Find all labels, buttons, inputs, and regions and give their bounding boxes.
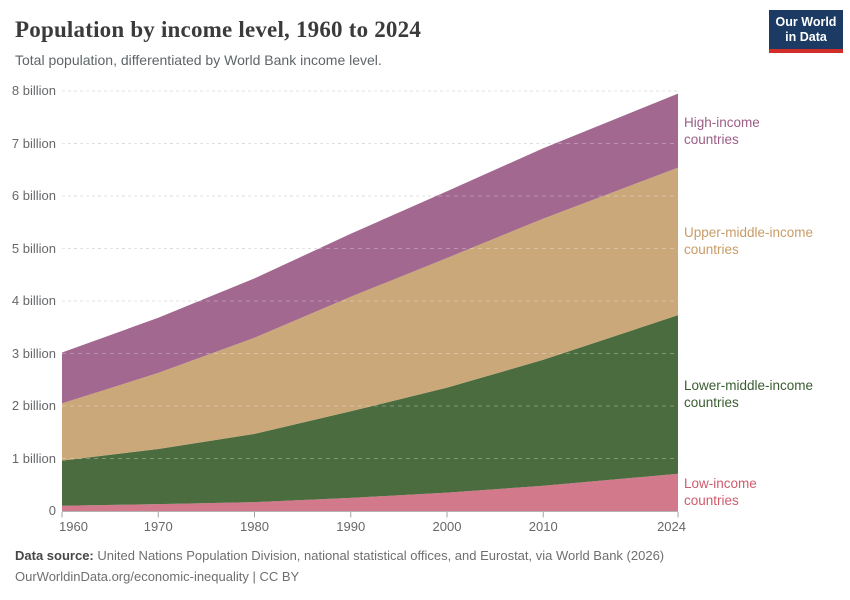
x-tick-label-2024: 2024 xyxy=(657,519,686,534)
area-high-income-countries[interactable] xyxy=(62,93,678,404)
x-tick-label-2000: 2000 xyxy=(432,519,462,534)
footer: Data source: United Nations Population D… xyxy=(15,546,835,587)
legend-line: Low-income xyxy=(684,476,757,492)
y-tick-label-1: 1 billion xyxy=(11,450,56,466)
legend-high-income-countries[interactable]: High-income countries xyxy=(684,114,834,148)
y-tick-label-2: 2 billion xyxy=(11,398,56,413)
y-tick-label-5: 5 billion xyxy=(11,240,56,256)
license-link-line[interactable]: OurWorldinData.org/economic-inequality |… xyxy=(15,569,300,584)
chart-subtitle: Total population, differentiated by Worl… xyxy=(15,52,382,68)
legend-line: Lower-middle-income xyxy=(684,378,814,394)
legend-low-income-countries[interactable]: Low-income countries xyxy=(684,475,834,509)
area-low-income-countries[interactable] xyxy=(62,473,678,511)
y-tick-label-7: 7 billion xyxy=(11,135,56,151)
legend-lower-middle-income-countries[interactable]: Lower-middle-income countries xyxy=(684,377,834,411)
x-tick-label-1990: 1990 xyxy=(336,519,366,534)
legend-line: countries xyxy=(684,242,739,258)
y-tick-label-0: 0 xyxy=(48,503,56,518)
owid-logo-redbar xyxy=(769,49,843,53)
legend-upper-middle-income-countries[interactable]: Upper-middle-income countries xyxy=(684,224,834,258)
y-tick-label-8: 8 billion xyxy=(11,83,56,98)
page-title: Population by income level, 1960 to 2024 xyxy=(15,17,422,42)
legend-line: countries xyxy=(684,493,739,509)
owid-logo[interactable]: Our World in Data xyxy=(769,10,843,53)
y-tick-label-6: 6 billion xyxy=(11,188,56,203)
y-tick-label-3: 3 billion xyxy=(11,345,56,361)
owid-logo-line2: in Data xyxy=(785,30,827,44)
y-tick-label-4: 4 billion xyxy=(11,293,56,308)
legend-line: countries xyxy=(684,131,739,147)
x-tick-label-1960: 1960 xyxy=(59,519,88,534)
x-tick-label-1980: 1980 xyxy=(240,519,269,534)
data-source-label: Data source: xyxy=(15,548,94,563)
x-tick-label-2010: 2010 xyxy=(528,519,558,534)
data-source-text: United Nations Population Division, nati… xyxy=(93,548,665,563)
legend-line: Upper-middle-income xyxy=(684,225,814,241)
owid-logo-box: Our World in Data xyxy=(769,10,843,49)
x-tick-label-1970: 1970 xyxy=(143,519,173,534)
owid-logo-line1: Our World xyxy=(775,15,837,29)
data-source-line: Data source: United Nations Population D… xyxy=(15,546,835,566)
area-upper-middle-income-countries[interactable] xyxy=(62,167,678,461)
legend-line: High-income xyxy=(684,114,760,130)
legend-line: countries xyxy=(684,395,739,411)
area-lower-middle-income-countries[interactable] xyxy=(62,315,678,506)
